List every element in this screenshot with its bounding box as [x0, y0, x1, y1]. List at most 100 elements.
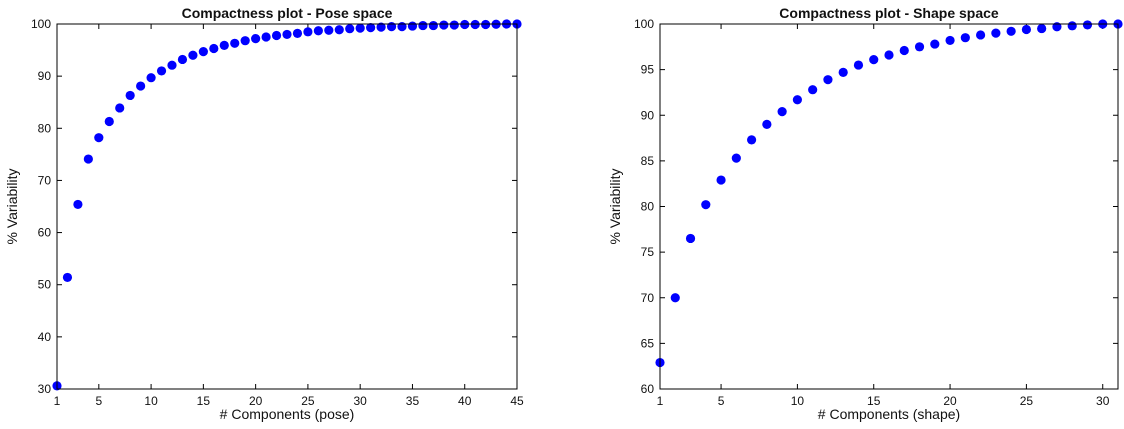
- data-point: [930, 39, 940, 49]
- data-point: [976, 30, 986, 40]
- data-point: [481, 19, 491, 30]
- data-point: [823, 75, 833, 85]
- x-tick-label: 5: [718, 394, 725, 408]
- data-point: [73, 199, 83, 210]
- data-point: [991, 28, 1001, 38]
- data-point: [251, 34, 261, 44]
- data-point: [869, 54, 879, 65]
- data-point: [884, 50, 894, 60]
- chart-title: Compactness plot - Shape space: [779, 5, 999, 21]
- data-point: [460, 19, 470, 30]
- x-tick-label: 15: [867, 394, 881, 408]
- data-point: [177, 54, 188, 65]
- y-tick-label: 60: [38, 226, 52, 240]
- x-tick-label: 10: [791, 394, 805, 408]
- data-point: [313, 26, 323, 36]
- plot-frame: [56, 23, 518, 390]
- x-tick-label: 45: [510, 394, 524, 408]
- data-point: [292, 28, 303, 38]
- data-point: [407, 21, 418, 31]
- data-point: [853, 60, 864, 70]
- data-point: [156, 66, 167, 76]
- data-point: [83, 154, 93, 164]
- data-point: [914, 42, 925, 52]
- chart-pose-space: Compactness plot - Pose space # Componen…: [4, 5, 524, 422]
- x-tick-label: 25: [301, 394, 315, 408]
- y-tick-label: 50: [38, 278, 52, 292]
- data-point: [449, 20, 459, 30]
- data-point: [366, 23, 376, 33]
- data-point: [838, 67, 848, 77]
- data-point: [376, 22, 386, 32]
- chart-shape-space: Compactness plot - Shape space # Compone…: [607, 5, 1123, 422]
- y-tick-label: 70: [38, 173, 52, 187]
- y-tick-label: 60: [641, 382, 655, 396]
- data-point: [94, 133, 104, 143]
- data-point: [188, 50, 198, 60]
- x-tick-label: 5: [95, 394, 102, 408]
- y-axis-label: % Variability: [607, 169, 623, 245]
- data-point: [240, 36, 250, 46]
- data-point: [701, 200, 711, 210]
- x-tick-label: 15: [197, 394, 211, 408]
- x-tick-label: 40: [458, 394, 472, 408]
- data-point: [762, 119, 772, 129]
- data-point: [418, 20, 428, 31]
- data-point: [685, 233, 696, 244]
- data-point: [716, 175, 726, 185]
- data-point: [1067, 21, 1077, 31]
- data-point: [386, 22, 397, 32]
- data-point: [104, 116, 114, 127]
- data-point: [136, 81, 146, 91]
- data-point: [670, 293, 680, 303]
- data-point: [345, 24, 355, 34]
- data-point: [808, 85, 818, 95]
- y-axis-label: % Variability: [4, 169, 20, 245]
- y-tick-label: 95: [641, 63, 655, 77]
- y-tick-label: 65: [641, 336, 655, 350]
- data-point: [324, 25, 334, 35]
- data-point: [428, 20, 438, 31]
- data-point: [261, 32, 271, 42]
- data-point: [146, 73, 156, 83]
- data-point: [1021, 24, 1031, 35]
- data-point: [355, 23, 365, 33]
- x-axis-label: # Components (pose): [220, 406, 355, 422]
- data-point: [1006, 26, 1016, 36]
- data-point: [747, 135, 757, 145]
- data-point: [470, 19, 480, 30]
- y-tick-label: 85: [641, 154, 655, 168]
- data-point: [1082, 20, 1093, 30]
- y-tick-label: 80: [641, 200, 655, 214]
- data-point: [731, 153, 741, 163]
- x-axis-label: # Components (shape): [818, 406, 960, 422]
- x-tick-label: 10: [144, 394, 158, 408]
- y-tick-label: 100: [634, 17, 654, 31]
- x-tick-label: 25: [1020, 394, 1034, 408]
- data-point: [945, 35, 955, 46]
- x-tick-label: 30: [1096, 394, 1110, 408]
- data-point: [115, 103, 125, 113]
- data-point: [303, 27, 313, 37]
- x-tick-label: 1: [54, 394, 61, 408]
- data-point: [219, 40, 229, 50]
- y-tick-label: 70: [641, 291, 655, 305]
- x-tick-label: 1: [657, 394, 664, 408]
- data-point: [960, 33, 970, 43]
- data-point: [62, 272, 73, 283]
- data-point: [439, 20, 449, 30]
- data-point: [230, 38, 240, 48]
- y-tick-label: 90: [641, 108, 655, 122]
- y-tick-label: 40: [38, 330, 52, 344]
- data-point: [334, 25, 344, 35]
- data-point: [125, 90, 135, 101]
- x-tick-label: 20: [249, 394, 263, 408]
- y-tick-label: 90: [38, 69, 52, 83]
- data-point: [777, 107, 787, 117]
- plot-frame: [659, 23, 1119, 390]
- y-tick-label: 80: [38, 121, 52, 135]
- data-point: [282, 29, 292, 40]
- x-tick-label: 30: [354, 394, 368, 408]
